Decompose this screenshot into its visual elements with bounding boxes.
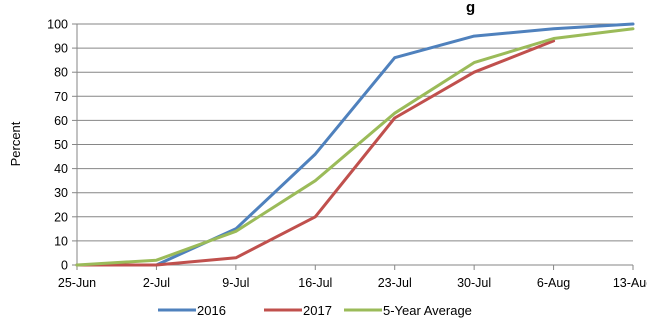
y-tick-label: 80 xyxy=(54,66,68,80)
x-tick-labels: 25-Jun 2-Jul 9-Jul 16-Jul 23-Jul 30-Jul 6-Aug 1… xyxy=(58,276,647,290)
y-tick-label: 40 xyxy=(54,162,68,176)
x-tick-label: 6-Aug xyxy=(537,276,570,290)
x-tick-label: 2-Jul xyxy=(143,276,170,290)
x-tick-label: 16-Jul xyxy=(298,276,332,290)
legend-label: 2017 xyxy=(303,303,332,318)
y-tick-label: 50 xyxy=(54,138,68,152)
series-line-2017 xyxy=(75,39,556,267)
y-tick-label: 90 xyxy=(54,42,68,56)
legend-label: 5-Year Average xyxy=(383,303,472,318)
series-line-2016 xyxy=(75,22,635,267)
y-tick-label: 100 xyxy=(47,18,68,32)
y-tick-label: 70 xyxy=(54,90,68,104)
x-tick-label: 9-Jul xyxy=(222,276,249,290)
legend-label: 2016 xyxy=(197,303,226,318)
x-tick-label: 25-Jun xyxy=(58,276,96,290)
chart-title: g xyxy=(466,0,475,16)
x-tick-label: 30-Jul xyxy=(457,276,491,290)
series-line-5-year-average xyxy=(75,27,635,267)
gridlines xyxy=(72,23,633,266)
y-axis-label: Percent xyxy=(8,121,23,166)
y-tick-label: 20 xyxy=(54,210,68,224)
x-tick-label: 13-Aug xyxy=(613,276,647,290)
legend: 2016 2017 5-Year Average xyxy=(158,303,472,318)
y-tick-labels: 0 10 20 30 40 50 60 70 80 90 100 xyxy=(47,18,68,273)
y-tick-label: 0 xyxy=(61,259,68,273)
y-tick-label: 10 xyxy=(54,234,68,248)
y-tick-label: 60 xyxy=(54,114,68,128)
x-tick-label: 23-Jul xyxy=(378,276,412,290)
y-tick-label: 30 xyxy=(54,186,68,200)
series-lines xyxy=(75,22,635,267)
